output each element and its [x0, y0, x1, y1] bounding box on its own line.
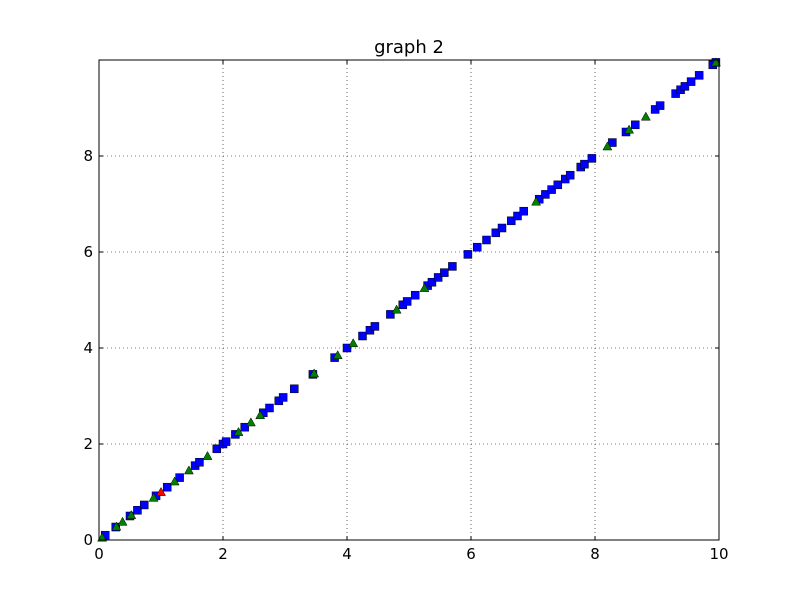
square-marker [631, 120, 640, 130]
square-marker [175, 473, 184, 482]
square-marker [433, 273, 443, 282]
y-tick-label: 0 [83, 531, 93, 549]
square-marker [587, 154, 597, 163]
square-marker [608, 138, 617, 147]
triangle-marker [255, 410, 266, 420]
chart-title: graph 2 [374, 37, 444, 58]
triangle-marker [419, 282, 430, 292]
x-tick-label: 2 [218, 545, 228, 563]
square-marker [553, 180, 563, 190]
y-tick-label: 4 [83, 339, 93, 357]
triangle-marker [183, 465, 194, 475]
plot-frame [98, 59, 720, 541]
triangle-marker [156, 486, 166, 496]
square-marker [440, 268, 449, 277]
data-points [97, 57, 721, 542]
square-marker [240, 422, 249, 432]
square-marker [686, 77, 696, 86]
x-tick-label: 10 [709, 545, 728, 563]
square-marker [565, 170, 575, 180]
square-marker [519, 206, 528, 216]
triangle-marker [117, 516, 128, 526]
square-marker [133, 505, 142, 515]
square-marker [290, 384, 299, 394]
grid [99, 60, 719, 540]
square-marker [162, 482, 172, 492]
square-marker [541, 190, 550, 199]
square-marker [402, 297, 412, 306]
triangle-marker [148, 492, 159, 502]
square-marker [358, 331, 367, 341]
square-marker [580, 159, 589, 169]
x-tick-label: 8 [590, 545, 600, 563]
square-marker [694, 71, 704, 80]
triangle-marker [640, 111, 651, 121]
triangle-marker [602, 141, 613, 151]
triangle-marker [202, 450, 213, 460]
square-marker [507, 216, 516, 226]
triangle-marker [169, 476, 180, 486]
square-marker [448, 262, 457, 271]
square-marker [410, 290, 420, 300]
triangle-marker [531, 196, 542, 206]
square-marker [221, 437, 231, 446]
square-marker [491, 228, 501, 238]
square-marker [497, 223, 507, 233]
triangle-marker [710, 57, 721, 67]
triangle-marker [309, 368, 320, 378]
triangle-marker [245, 417, 256, 427]
axes: 0 2 4 6 8 10 0 2 4 6 8 [83, 60, 729, 563]
square-marker [370, 322, 380, 331]
square-marker [655, 101, 665, 110]
square-marker [265, 403, 274, 413]
square-marker [386, 310, 395, 319]
x-tick-label: 0 [94, 545, 104, 563]
square-marker [427, 277, 437, 287]
square-marker [212, 444, 222, 454]
triangle-marker [332, 350, 343, 360]
square-marker [463, 250, 473, 259]
y-tick-label: 8 [83, 147, 93, 165]
square-marker [482, 235, 491, 245]
square-marker [547, 185, 556, 194]
triangle-marker [624, 124, 635, 134]
x-tick-label: 6 [466, 545, 476, 563]
square-marker [513, 211, 522, 221]
triangle-marker [348, 338, 359, 348]
x-tick-label: 4 [342, 545, 352, 563]
triangle-marker [233, 426, 244, 436]
square-marker [278, 393, 288, 402]
square-marker [342, 343, 352, 353]
square-marker [680, 82, 690, 91]
square-marker [140, 500, 149, 510]
square-marker [195, 457, 204, 467]
square-marker [472, 242, 482, 252]
triangle-marker [391, 304, 402, 314]
triangle-marker [97, 532, 108, 542]
y-tick-label: 2 [83, 435, 93, 453]
y-tick-label: 6 [83, 243, 93, 261]
triangle-marker [111, 521, 122, 531]
triangle-marker [126, 510, 137, 519]
